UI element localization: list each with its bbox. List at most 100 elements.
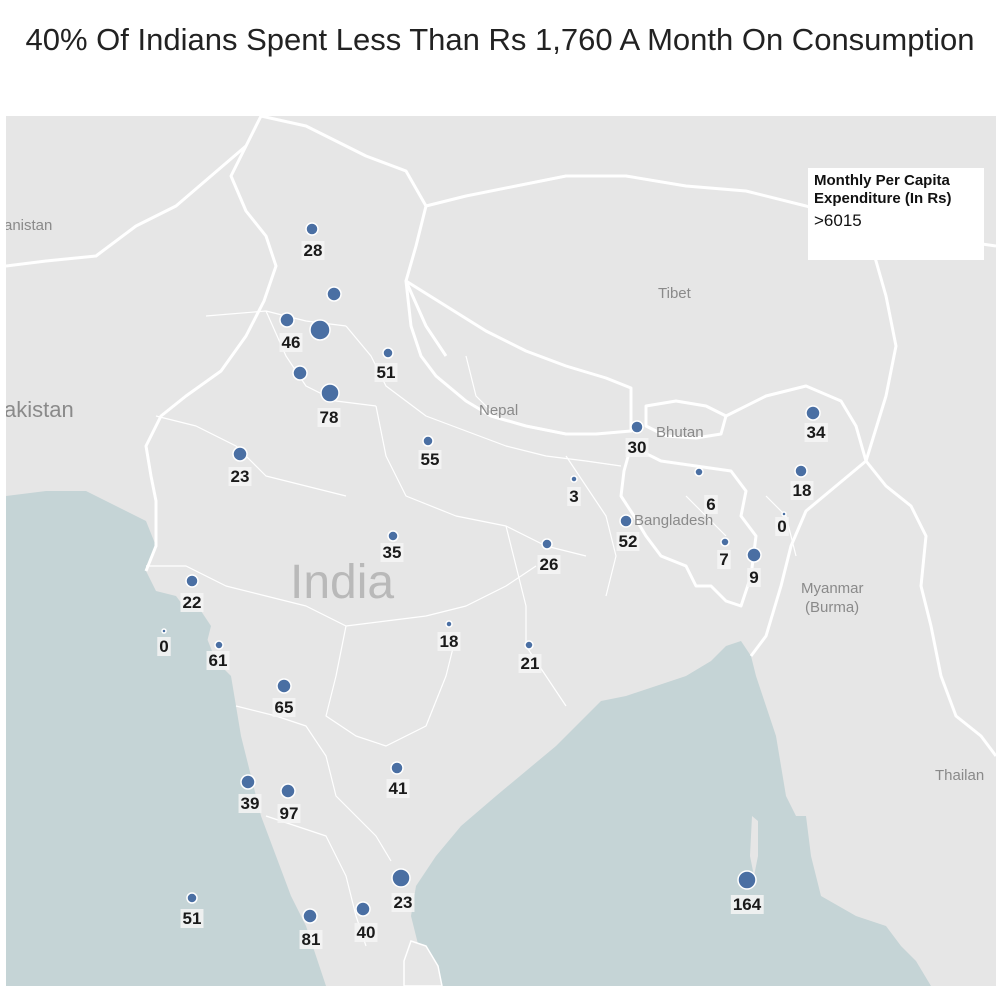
data-points-layer[interactable]: 28 46 51 78 23 55 3 30 34 18 6 0 52 35 26 7 9 22 0 61 18 21 65… <box>157 222 828 949</box>
label-nepal: Nepal <box>479 402 518 419</box>
map-area[interactable]: anistan akistan Tibet Nepal Bhutan Bangl… <box>6 116 996 986</box>
data-point-dot[interactable] <box>746 547 762 563</box>
data-point-label: 51 <box>377 363 396 382</box>
data-point-label: 6 <box>706 495 715 514</box>
data-point-dot[interactable] <box>524 640 534 650</box>
data-point-dot[interactable] <box>355 901 371 917</box>
data-point-dot[interactable] <box>391 868 411 888</box>
legend: Monthly Per Capita Expenditure (In Rs) >… <box>808 168 984 260</box>
data-point-dot[interactable] <box>390 761 404 775</box>
data-point-label-bg <box>775 517 789 536</box>
data-point-label-bg <box>272 698 296 717</box>
data-point-label-bg <box>206 651 230 670</box>
arabian-sea <box>6 491 326 986</box>
data-point-dot[interactable] <box>619 514 633 528</box>
country-borders <box>6 116 996 757</box>
state-borders <box>146 310 797 947</box>
data-point-dot[interactable] <box>737 870 757 890</box>
data-point-label: 34 <box>807 423 826 442</box>
data-point-dot[interactable] <box>694 467 704 477</box>
data-point-label: 51 <box>183 909 202 928</box>
map-svg[interactable]: anistan akistan Tibet Nepal Bhutan Bangl… <box>6 116 996 986</box>
data-point-dot[interactable] <box>382 347 394 359</box>
data-point-dot[interactable] <box>387 530 399 542</box>
data-point-label-bg <box>277 804 301 823</box>
data-point-label-bg <box>790 481 814 500</box>
data-point-dot[interactable] <box>279 312 295 328</box>
data-point-label: 65 <box>275 698 294 717</box>
data-point-label-bg <box>180 593 204 612</box>
data-point-dot[interactable] <box>805 405 821 421</box>
data-point-label-bg <box>317 408 341 427</box>
data-point-dot[interactable] <box>422 435 434 447</box>
label-myanmar: Myanmar <box>801 580 864 597</box>
data-point-label: 46 <box>282 333 301 352</box>
data-point-label: 9 <box>749 568 758 587</box>
data-point-label: 30 <box>628 438 647 457</box>
data-point-dot[interactable] <box>161 628 167 634</box>
data-point-label: 26 <box>540 555 559 574</box>
data-point-dot[interactable] <box>214 640 224 650</box>
data-point-label-bg <box>279 333 303 352</box>
data-point-label-bg <box>238 794 262 813</box>
data-point-dot[interactable] <box>570 475 578 483</box>
data-point-label: 81 <box>302 930 321 949</box>
data-point-label: 78 <box>320 408 339 427</box>
data-point-dot[interactable] <box>305 222 319 236</box>
data-point-label-bg <box>518 654 542 673</box>
data-point-label: 18 <box>440 632 459 651</box>
data-point-dot[interactable] <box>794 464 808 478</box>
data-point-dot[interactable] <box>232 446 248 462</box>
data-point-dot[interactable] <box>326 286 342 302</box>
label-tibet: Tibet <box>658 285 692 302</box>
sri-lanka <box>403 940 443 986</box>
label-pakistan: akistan <box>6 397 74 422</box>
data-point-label: 164 <box>733 895 762 914</box>
data-point-label: 97 <box>280 804 299 823</box>
data-point-dot[interactable] <box>276 678 292 694</box>
data-point-label-bg <box>804 423 828 442</box>
data-point-label: 23 <box>394 893 413 912</box>
data-point-label: 0 <box>777 517 786 536</box>
data-point-dot[interactable] <box>280 783 296 799</box>
data-point-label: 0 <box>159 637 168 656</box>
data-point-label: 21 <box>521 654 540 673</box>
data-point-label: 40 <box>357 923 376 942</box>
data-point-dot[interactable] <box>309 319 331 341</box>
data-point-dot[interactable] <box>445 620 453 628</box>
data-point-label: 28 <box>304 241 323 260</box>
data-point-label: 18 <box>793 481 812 500</box>
label-bangladesh: Bangladesh <box>634 512 713 529</box>
data-point-label: 22 <box>183 593 202 612</box>
data-point-label-bg <box>354 923 378 942</box>
data-point-label-bg <box>299 930 323 949</box>
data-point-label-bg <box>301 241 325 260</box>
data-point-dot[interactable] <box>320 383 340 403</box>
data-point-label-bg <box>437 632 461 651</box>
data-point-dot[interactable] <box>185 574 199 588</box>
data-point-label-bg <box>616 532 640 551</box>
chart-title: 40% Of Indians Spent Less Than Rs 1,760 … <box>25 22 975 57</box>
data-point-dot[interactable] <box>292 365 308 381</box>
data-point-label-bg <box>418 450 442 469</box>
data-point-label-bg <box>567 487 581 506</box>
data-point-dot[interactable] <box>630 420 644 434</box>
data-point-label-bg <box>391 893 415 912</box>
data-point-label: 35 <box>383 543 402 562</box>
data-point-dot[interactable] <box>240 774 256 790</box>
data-point-dot[interactable] <box>781 511 787 517</box>
data-point-label-bg <box>386 779 410 798</box>
data-point-dot[interactable] <box>186 892 198 904</box>
label-bhutan: Bhutan <box>656 424 704 441</box>
data-point-dot[interactable] <box>720 537 730 547</box>
data-point-label-bg <box>747 568 761 587</box>
data-point-dot[interactable] <box>541 538 553 550</box>
data-point-label: 23 <box>231 467 250 486</box>
gulf-of-khambhat <box>176 606 211 646</box>
data-point-label: 55 <box>421 450 440 469</box>
label-india: India <box>290 556 394 609</box>
data-point-dot[interactable] <box>302 908 318 924</box>
data-point-label: 52 <box>619 532 638 551</box>
label-afghanistan: anistan <box>6 217 52 234</box>
data-point-label-bg <box>730 895 764 914</box>
